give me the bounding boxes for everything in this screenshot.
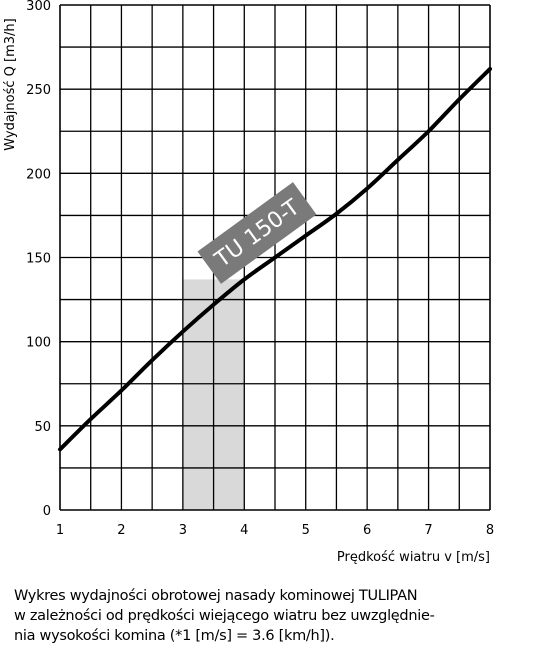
series-label-tag-background bbox=[197, 182, 317, 284]
y-tick-label: 150 bbox=[26, 252, 51, 267]
x-axis-label: Prędkość wiatru v [m/s] bbox=[337, 550, 490, 565]
y-tick-label: 100 bbox=[26, 336, 51, 351]
y-tick-label: 250 bbox=[26, 83, 51, 98]
y-tick-labels: 0 50 100 150 200 250 300 bbox=[26, 0, 51, 519]
y-tick-label: 300 bbox=[26, 0, 51, 14]
x-tick-label: 3 bbox=[179, 523, 187, 538]
series-line bbox=[58, 66, 492, 452]
chart-caption: Wykres wydajności obrotowej nasady komin… bbox=[14, 586, 524, 646]
x-tick-label: 7 bbox=[424, 523, 432, 538]
x-tick-label: 2 bbox=[117, 523, 125, 538]
y-axis-label: Wydajność Q [m3/h] bbox=[3, 18, 18, 150]
x-tick-label: 1 bbox=[56, 523, 64, 538]
y-tick-label: 200 bbox=[26, 167, 51, 182]
y-tick-label: 0 bbox=[43, 504, 51, 519]
x-tick-label: 6 bbox=[363, 523, 371, 538]
x-tick-label: 8 bbox=[486, 523, 494, 538]
x-tick-label: 4 bbox=[240, 523, 248, 538]
caption-line: w zależności od prędkości wiejącego wiat… bbox=[14, 608, 435, 624]
x-tick-label: 5 bbox=[302, 523, 310, 538]
x-tick-labels: 1 2 3 4 5 6 7 8 bbox=[56, 523, 494, 538]
caption-line: nia wysokości komina (*1 [m/s] = 3.6 [km… bbox=[14, 628, 335, 644]
caption-line: Wykres wydajności obrotowej nasady komin… bbox=[14, 588, 418, 604]
y-tick-label: 50 bbox=[34, 420, 51, 435]
